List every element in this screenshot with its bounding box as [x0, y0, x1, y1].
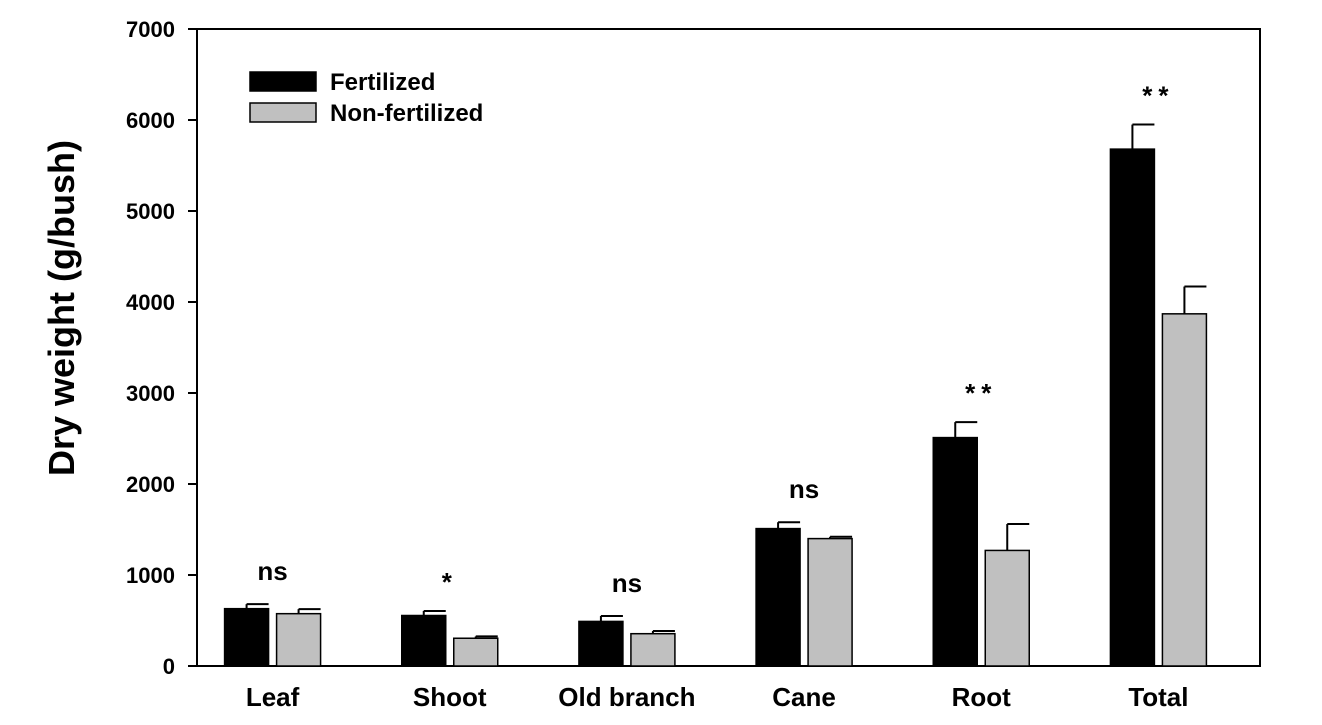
y-tick-label: 7000 — [126, 17, 175, 42]
bar-non-fertilized-leaf — [275, 612, 322, 667]
y-tick-label: 5000 — [126, 199, 175, 224]
y-tick-label: 0 — [163, 654, 175, 679]
significance-label: ns — [612, 568, 642, 598]
bar-fertilized-root — [932, 436, 978, 667]
x-tick-label: Old branch — [558, 682, 695, 712]
x-tick-label: Cane — [772, 682, 836, 712]
bar-non-fertilized-cane — [807, 537, 853, 667]
bar-non-fertilized-shoot — [453, 637, 499, 667]
significance-label: ns — [789, 474, 819, 504]
bar-non-fertilized-root — [984, 549, 1030, 667]
bar-non-fertilized-total — [1161, 313, 1208, 667]
significance-label: ** — [1142, 81, 1174, 111]
significance-label: * — [442, 567, 458, 597]
legend-label: Fertilized — [330, 69, 435, 96]
legend-swatch — [249, 71, 317, 92]
error-bars — [245, 123, 1207, 639]
y-tick-label: 4000 — [126, 290, 175, 315]
plot-frame — [196, 28, 1261, 667]
bar-fertilized-cane — [755, 527, 801, 667]
axes — [196, 28, 1261, 667]
y-tick-label: 1000 — [126, 563, 175, 588]
y-tick-label: 3000 — [126, 381, 175, 406]
significance-labels: ns * ns ns ** ** — [257, 81, 1174, 598]
category-labels: Leaf Shoot Old branch Cane Root Total — [246, 682, 1189, 712]
x-tick-label: Leaf — [246, 682, 300, 712]
y-tick-label: 2000 — [126, 472, 175, 497]
x-tick-label: Shoot — [413, 682, 487, 712]
bar-fertilized-old-branch — [578, 620, 624, 667]
y-tick-label: 6000 — [126, 108, 175, 133]
legend-label: Non-fertilized — [330, 100, 483, 127]
bar-non-fertilized-old-branch — [630, 632, 676, 667]
legend-swatch — [249, 102, 317, 123]
x-tick-label: Root — [952, 682, 1012, 712]
legend: Fertilized Non-fertilized — [249, 69, 483, 127]
x-tick-label: Total — [1128, 682, 1188, 712]
bar-fertilized-shoot — [401, 614, 447, 667]
bar-fertilized-leaf — [223, 607, 270, 667]
bars — [223, 148, 1208, 667]
y-ticks: 0 1000 2000 3000 4000 5000 6000 7000 — [126, 17, 197, 679]
y-axis-label: Dry weight (g/bush) — [41, 140, 82, 476]
bar-fertilized-total — [1109, 148, 1156, 667]
significance-label: ns — [257, 556, 287, 586]
significance-label: ** — [965, 378, 997, 408]
